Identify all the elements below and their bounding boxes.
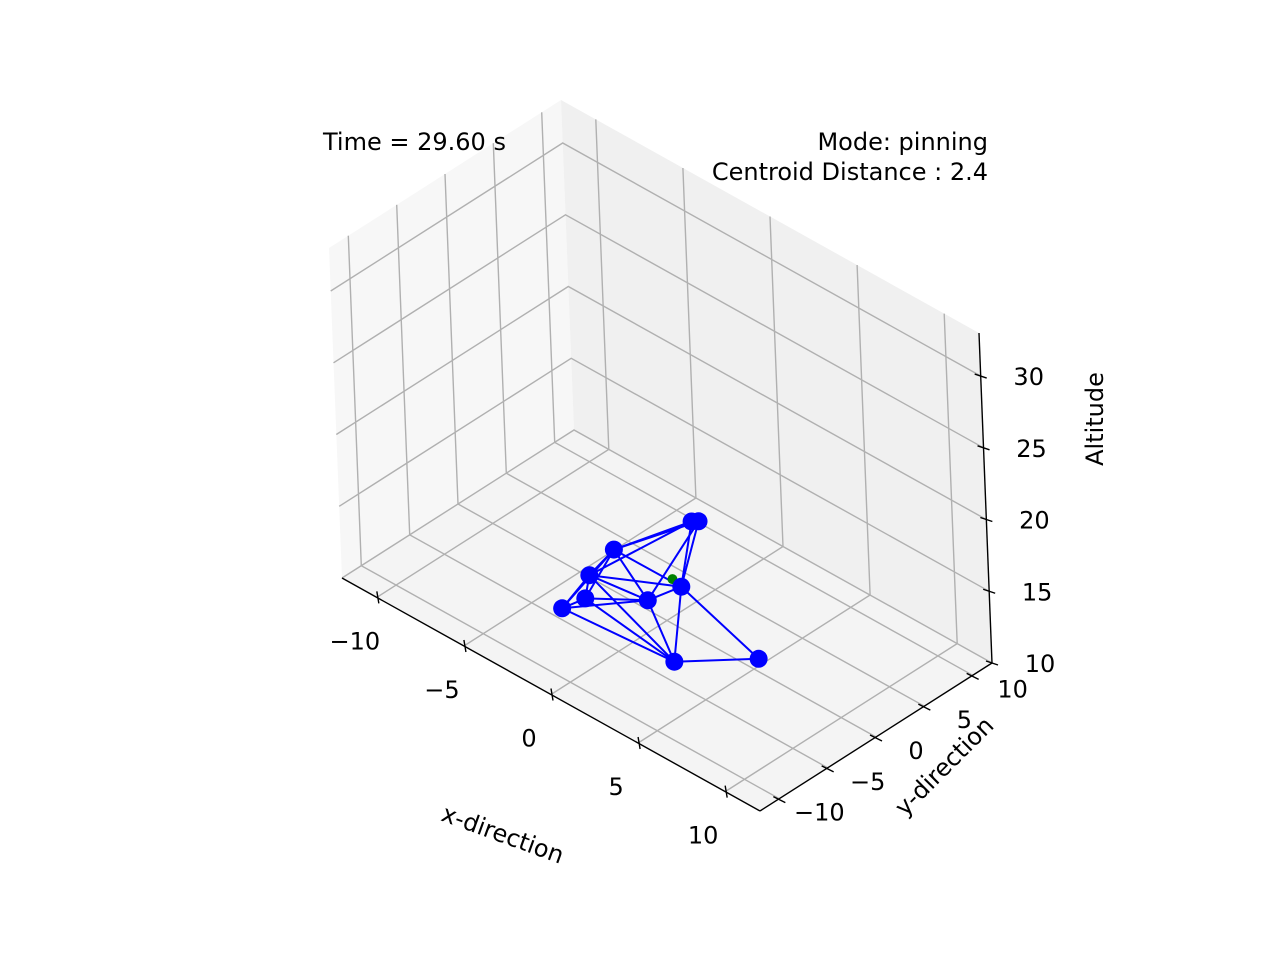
y-tick-label: 10	[997, 675, 1028, 703]
agent-point	[683, 512, 701, 530]
agent-point	[665, 653, 683, 671]
x-tick-label: 5	[608, 773, 623, 801]
z-tick-label: 25	[1016, 435, 1047, 463]
x-tick-label: −5	[424, 676, 459, 704]
centroid-distance-readout: Centroid Distance : 2.4	[712, 157, 988, 187]
x-tick-label: 10	[688, 822, 719, 850]
z-tick-label: 30	[1013, 363, 1044, 391]
agent-point	[639, 591, 657, 609]
x-tick-label: −10	[330, 627, 381, 655]
x-axis-label: x-direction	[438, 799, 568, 869]
mode-readout: Mode: pinning	[817, 127, 988, 157]
agent-point	[576, 589, 594, 607]
y-tick-label: −5	[850, 768, 885, 796]
y-axis-label: y-direction	[889, 711, 999, 821]
agent-point	[672, 578, 690, 596]
y-tick-label: 0	[908, 737, 923, 765]
z-tick-label: 20	[1019, 507, 1050, 535]
agent-point	[605, 541, 623, 559]
z-axis-label: Altitude	[1081, 372, 1109, 466]
z-tick-label: 10	[1025, 650, 1056, 678]
z-tick-label: 15	[1022, 578, 1053, 606]
agent-point	[750, 650, 768, 668]
x-tick-label: 0	[521, 725, 536, 753]
agent-point	[580, 566, 598, 584]
agent-point	[553, 599, 571, 617]
y-tick-label: −10	[794, 799, 845, 827]
time-readout: Time = 29.60 s	[323, 127, 506, 157]
